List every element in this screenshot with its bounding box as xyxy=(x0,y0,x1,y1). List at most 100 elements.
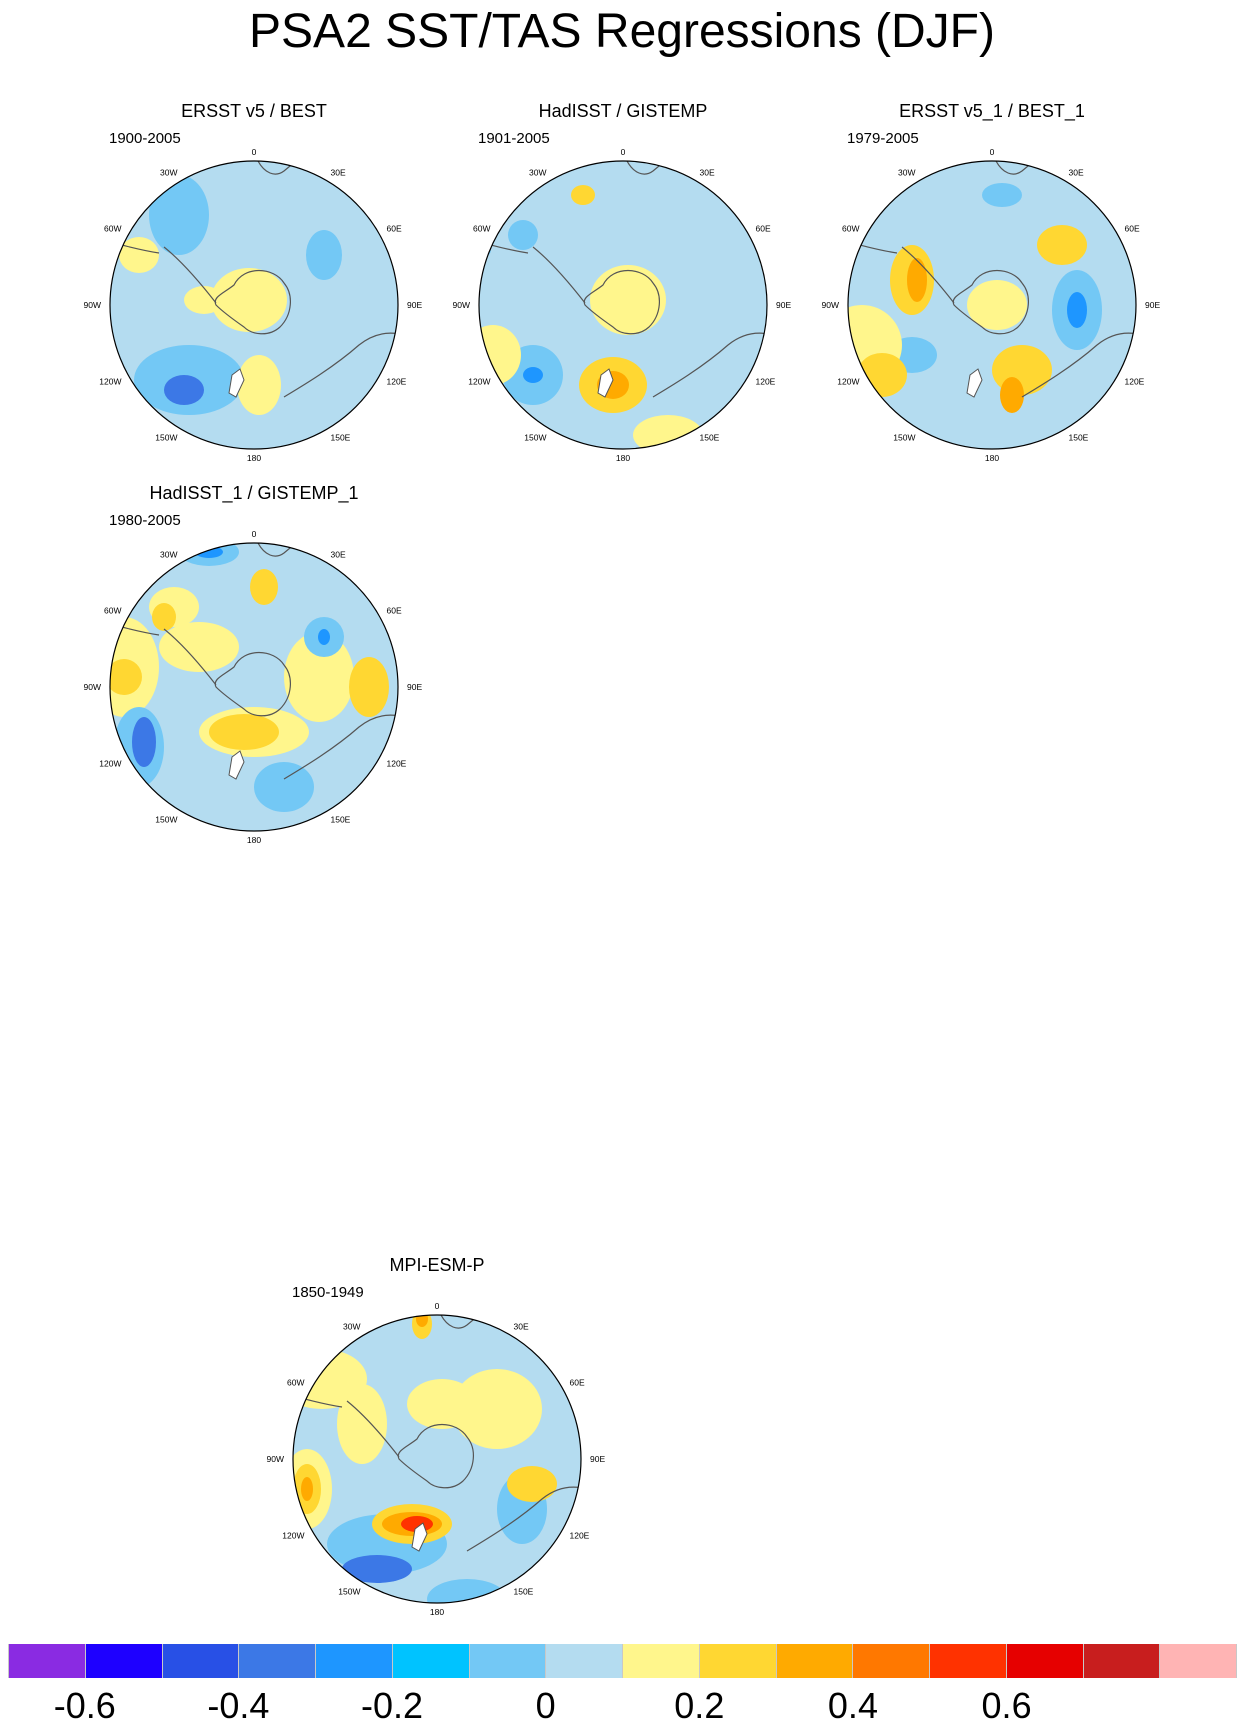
longitude-label: 120W xyxy=(468,377,490,387)
polar-map: 0 30E 60E 90E 120E 150E 180 150W 120W 90W 60W 30W xyxy=(84,529,422,845)
longitude-label: 30E xyxy=(700,168,715,178)
colorbar-tick-label: -0.2 xyxy=(361,1685,424,1726)
africa-coastline xyxy=(993,161,1035,175)
contour-region xyxy=(119,237,159,273)
contour-region xyxy=(211,268,287,332)
map-border xyxy=(109,160,399,450)
longitude-label: 150W xyxy=(155,815,177,825)
contour-region xyxy=(452,1369,542,1449)
longitude-label: 180 xyxy=(616,453,630,463)
antarctica-coastline xyxy=(397,1424,474,1489)
panel-period: 1901-2005 xyxy=(478,130,550,147)
longitude-label: 90E xyxy=(776,300,791,310)
contour-region xyxy=(152,603,176,631)
contour-region xyxy=(479,240,491,260)
longitude-label: 60W xyxy=(473,224,490,234)
regression-field xyxy=(110,543,398,831)
contour-region xyxy=(416,1315,428,1327)
colorbar-tick-label: 0.6 xyxy=(981,1685,1032,1726)
regression-field xyxy=(848,161,1136,449)
panel-title: MPI-ESM-P xyxy=(389,1255,485,1275)
contour-region xyxy=(633,415,703,449)
colorbar-swatch xyxy=(930,1644,1007,1678)
longitude-label: 120E xyxy=(387,377,407,387)
figure-title: PSA2 SST/TAS Regressions (DJF) xyxy=(249,5,995,58)
contour-region xyxy=(284,632,354,722)
contour-region xyxy=(164,375,204,405)
polar-map: 0 30E 60E 90E 120E 150E 180 150W 120W 90W 60W 30W xyxy=(267,1301,605,1617)
longitude-label: 30W xyxy=(343,1322,360,1332)
colorbar-tick-label: 0 xyxy=(535,1685,556,1726)
map-border xyxy=(847,160,1137,450)
longitude-label: 180 xyxy=(247,835,261,845)
longitude-label: 60W xyxy=(104,606,121,616)
contour-region xyxy=(1067,292,1087,328)
south-america-coastline xyxy=(479,234,529,254)
longitude-label: 0 xyxy=(252,147,257,157)
longitude-label: 0 xyxy=(621,147,626,157)
contour-region xyxy=(982,183,1022,207)
longitude-label: 0 xyxy=(435,1301,440,1311)
new-zealand-land xyxy=(228,368,245,398)
polar-map: 0 30E 60E 90E 120E 150E 180 150W 120W 90W 60W 30W xyxy=(84,147,422,463)
longitude-label: 180 xyxy=(247,453,261,463)
longitude-label: 150E xyxy=(331,433,351,443)
longitude-label: 120W xyxy=(282,1531,304,1541)
longitude-label: 120E xyxy=(1125,377,1145,387)
longitude-label: 180 xyxy=(430,1607,444,1617)
colorbar-tick-label: 0.2 xyxy=(674,1685,725,1726)
south-america-coastline xyxy=(293,1388,343,1408)
australia-coastline xyxy=(652,332,767,398)
colorbar-swatch xyxy=(699,1644,777,1678)
longitude-label: 120E xyxy=(570,1531,590,1541)
longitude-label: 120W xyxy=(99,377,121,387)
longitude-label: 90W xyxy=(84,300,101,310)
contour-region xyxy=(229,395,369,449)
longitude-label: 180 xyxy=(985,453,999,463)
contour-region xyxy=(907,258,927,302)
peninsula-coastline xyxy=(532,246,586,304)
map-panel-ersst1-best1: 0 30E 60E 90E 120E 150E 180 150W 120W 90W 60W 30W E… xyxy=(822,100,1162,475)
longitude-label: 120E xyxy=(756,377,776,387)
australia-coastline xyxy=(283,332,398,398)
antarctica-coastline xyxy=(583,270,660,335)
contour-region xyxy=(857,353,907,397)
contour-region xyxy=(590,265,666,335)
contour-region xyxy=(301,1477,313,1501)
colorbar-swatch xyxy=(469,1644,547,1678)
contour-region xyxy=(318,629,330,645)
contour-region xyxy=(523,405,603,449)
colorbar-tick-label: -0.4 xyxy=(207,1685,270,1726)
longitude-label: 150E xyxy=(514,1587,534,1597)
longitude-label: 120W xyxy=(837,377,859,387)
africa-coastline xyxy=(624,161,666,175)
map-border xyxy=(109,542,399,832)
longitude-label: 90W xyxy=(84,682,101,692)
contour-region xyxy=(653,190,733,260)
contour-region xyxy=(349,657,389,717)
polar-map: 0 30E 60E 90E 120E 150E 180 150W 120W 90W 60W 30W xyxy=(822,147,1160,463)
contour-region xyxy=(1037,225,1087,265)
africa-coastline xyxy=(438,1315,480,1329)
colorbar-swatch xyxy=(392,1644,470,1678)
regression-field xyxy=(293,1315,581,1603)
australia-coastline xyxy=(283,714,398,780)
peninsula-coastline xyxy=(901,246,955,304)
colorbar-swatch xyxy=(853,1644,930,1678)
longitude-label: 90W xyxy=(453,300,470,310)
longitude-label: 150W xyxy=(155,433,177,443)
longitude-label: 90E xyxy=(407,682,422,692)
colorbar-swatch xyxy=(162,1644,240,1678)
panel-title: ERSST v5 / BEST xyxy=(181,101,327,121)
contour-region xyxy=(209,714,279,750)
map-panel-ersst-best: 0 30E 60E 90E 120E 150E 180 150W 120W 90W 60W 30W E… xyxy=(84,100,424,475)
colorbar-tick-label: 0.4 xyxy=(827,1685,878,1726)
colorbar-swatch xyxy=(1160,1644,1237,1678)
longitude-label: 30E xyxy=(514,1322,529,1332)
polar-map: 0 30E 60E 90E 120E 150E 180 150W 120W 90W 60W 30W xyxy=(453,147,791,463)
contour-region xyxy=(342,1555,412,1583)
colorbar-swatch xyxy=(85,1644,163,1678)
longitude-label: 90W xyxy=(822,300,839,310)
contour-region xyxy=(508,220,538,250)
colorbar-swatch xyxy=(1083,1644,1161,1678)
